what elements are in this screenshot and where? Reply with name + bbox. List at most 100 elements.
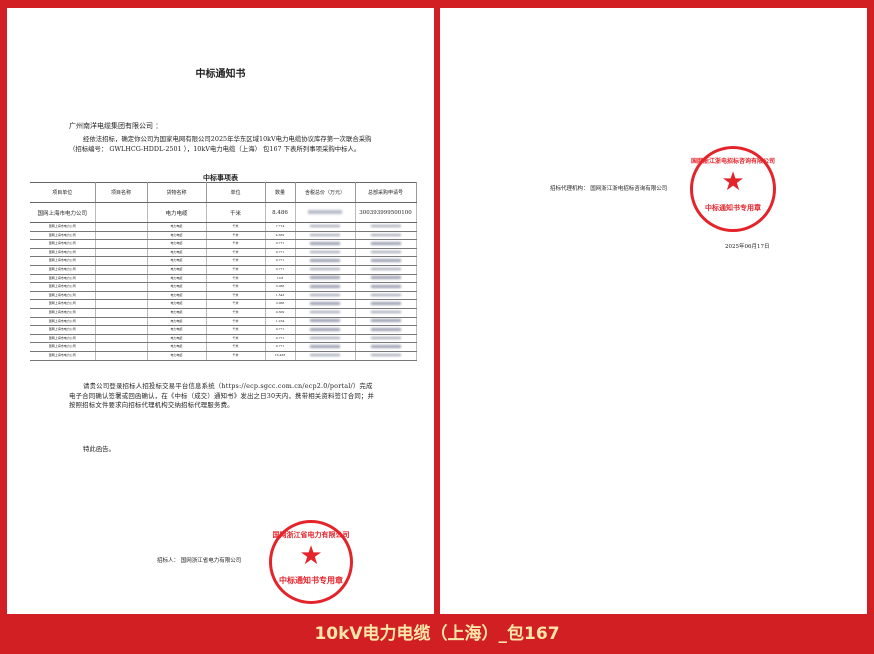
cell-project (95, 317, 148, 327)
cell-quantity: 0.771 (265, 334, 296, 344)
cell-unit: 国网上海市电力公司 (30, 291, 96, 301)
cell-unit: 国网上海市电力公司 (30, 222, 96, 232)
cell-app-no-redacted (355, 222, 417, 232)
cell-goods: 电力电缆 (147, 239, 207, 249)
star-icon: ★ (299, 541, 323, 571)
cell-goods: 电力电缆 (147, 248, 207, 258)
cell-quantity: 0.309 (265, 308, 296, 318)
cell-project (95, 231, 148, 241)
cell-quantity: 1.543 (265, 291, 296, 301)
cell-measure: 千米 (206, 342, 266, 352)
cell-price-redacted (295, 351, 356, 361)
table-row: 国网上海市电力公司 电力电缆 千米 10.8 (30, 274, 417, 284)
cell-project (95, 334, 148, 344)
cell-quantity: 0.771 (265, 342, 296, 352)
cell-measure: 千米 (206, 325, 266, 335)
table-row: 国网上海市电力公司 电力电缆 千米 7.714 (30, 222, 417, 232)
table-row: 国网上海市电力公司 电力电缆 千米 3.086 (30, 282, 417, 292)
table-row: 国网上海市电力公司 电力电缆 千米 1.543 (30, 291, 417, 301)
cell-app-no-redacted (355, 231, 417, 241)
cell-price-redacted (295, 222, 356, 232)
cell-project (95, 222, 148, 232)
cell-goods: 电力电缆 (147, 291, 207, 301)
cell-goods: 电力电缆 (147, 325, 207, 335)
cell-project (95, 265, 148, 275)
cell-unit: 国网上海市电力公司 (30, 308, 96, 318)
cell-unit: 国网上海市电力公司 (30, 239, 96, 249)
cell-measure: 千米 (206, 222, 266, 232)
cell-goods: 电力电缆 (147, 308, 207, 318)
cell-goods: 电力电缆 (147, 222, 207, 232)
cell-measure: 千米 (206, 299, 266, 309)
cell-measure: 千米 (206, 282, 266, 292)
column-header: 总部采购申请号 (355, 182, 417, 203)
table-row: 国网上海市电力公司 电力电缆 千米 1.234 (30, 317, 417, 327)
cell-measure: 千米 (206, 351, 266, 361)
issue-date: 2025年06月17日 (725, 244, 770, 250)
cell-app-no-redacted (355, 351, 417, 361)
cell-unit: 国网上海市电力公司 (30, 256, 96, 266)
cell-unit: 国网上海市电力公司 (30, 231, 96, 241)
cell-quantity: 8.486 (265, 202, 296, 223)
seal-ring-text: 国网浙江浙电招标咨询有限公司 (690, 158, 776, 165)
cell-app-no-redacted (355, 239, 417, 249)
notice-page-2: 招标代理机构： 国网浙江浙电招标咨询有限公司 国网浙江浙电招标咨询有限公司 ★ … (440, 8, 867, 614)
cell-measure: 千米 (206, 308, 266, 318)
cell-price-redacted (295, 342, 356, 352)
cell-quantity: 3.086 (265, 299, 296, 309)
table-row: 国网上海市电力公司 电力电缆 千米 0.771 (30, 334, 417, 344)
cell-price-redacted (295, 265, 356, 275)
cell-goods: 电力电缆 (147, 299, 207, 309)
cell-unit: 国网上海市电力公司 (30, 334, 96, 344)
cell-quantity: 7.714 (265, 222, 296, 232)
cell-measure: 千米 (206, 334, 266, 344)
column-header: 项目名称 (95, 182, 148, 203)
seal-stamp: 国网浙江省电力有限公司 ★ 中标通知书专用章 (269, 520, 353, 604)
cell-measure: 千米 (206, 248, 266, 258)
cell-app-no-redacted (355, 274, 417, 284)
cell-project (95, 291, 148, 301)
cell-quantity: 0.771 (265, 248, 296, 258)
cell-quantity: 0.771 (265, 325, 296, 335)
column-header: 单位 (206, 182, 266, 203)
cell-project (95, 239, 148, 249)
cell-app-no-redacted (355, 256, 417, 266)
cell-unit: 国网上海市电力公司 (30, 342, 96, 352)
cell-project (95, 342, 148, 352)
cell-price-redacted (295, 248, 356, 258)
seal-center-text: 中标通知书专用章 (279, 575, 343, 585)
addressee: 广州南洋电缆集团有限公司 ： (69, 122, 163, 130)
table-row: 国网上海市电力公司 电力电缆 千米 0.771 (30, 256, 417, 266)
cell-goods: 电力电缆 (147, 231, 207, 241)
cell-measure: 千米 (206, 291, 266, 301)
cell-quantity: 0.771 (265, 256, 296, 266)
body-paragraph-2: 请贵公司登录招标人招投标交易平台信息系统（https://ecp.sgcc.co… (69, 382, 375, 409)
cell-app-no-redacted (355, 299, 417, 309)
cell-quantity: 0.771 (265, 239, 296, 249)
cell-project (95, 325, 148, 335)
cell-measure: 千米 (206, 256, 266, 266)
cell-app-no: 300393999500100 (355, 202, 417, 223)
table-row: 国网上海市电力公司 电力电缆 千米 0.771 (30, 265, 417, 275)
closing: 特此函告。 (83, 445, 115, 453)
cell-goods: 电力电缆 (147, 265, 207, 275)
award-table: 项目单位 项目名称 货物名称 单位 数量 含税总价（万元） 总部采购申请号 国网上海市电力公… (30, 182, 417, 361)
cell-price-redacted (295, 231, 356, 241)
cell-goods: 电力电缆 (147, 202, 207, 223)
cell-project (95, 282, 148, 292)
seal-center-text: 中标通知书专用章 (705, 203, 761, 212)
cell-project (95, 308, 148, 318)
table-row: 国网上海市电力公司 电力电缆 千米 8.486 300393999500100 (30, 202, 417, 223)
notice-page-1: 中标通知书 广州南洋电缆集团有限公司 ： 经依法招标，确定你公司为国家电网有限公… (7, 8, 434, 614)
cell-price-redacted (295, 308, 356, 318)
cell-price-redacted (295, 317, 356, 327)
cell-price-redacted (295, 282, 356, 292)
cell-app-no-redacted (355, 248, 417, 258)
cell-price-redacted (295, 256, 356, 266)
table-row: 国网上海市电力公司 电力电缆 千米 0.771 (30, 248, 417, 258)
star-icon: ★ (721, 167, 745, 197)
cell-project (95, 351, 148, 361)
table-row: 国网上海市电力公司 电力电缆 千米 0.309 (30, 308, 417, 318)
cell-price-redacted (295, 291, 356, 301)
cell-measure: 千米 (206, 202, 266, 223)
